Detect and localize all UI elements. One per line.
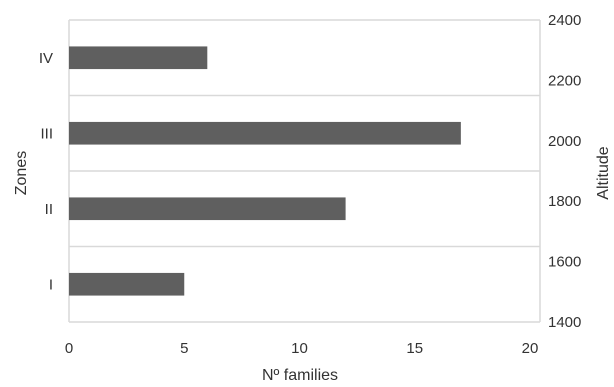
altitude-tick-label: 2400 <box>548 12 581 29</box>
altitude-tick-label: 1600 <box>548 254 581 271</box>
x-tick-label: 5 <box>180 340 188 357</box>
bar-zone-I <box>69 272 185 296</box>
gridlines <box>68 19 541 323</box>
x-tick-label: 0 <box>65 340 73 357</box>
category-tick-label: III <box>40 125 53 142</box>
y-axis-title: Zones <box>13 151 30 195</box>
altitude-tick-label: 1800 <box>548 193 581 210</box>
category-tick-label: II <box>45 201 53 218</box>
x-tick-label: 10 <box>291 340 308 357</box>
x-tick-label: 20 <box>522 340 539 357</box>
altitude-tick-labels: 1400 1600 1800 2000 2200 2400 <box>548 12 581 331</box>
category-tick-label: IV <box>39 50 53 67</box>
altitude-tick-label: 2000 <box>548 133 581 150</box>
bars <box>69 46 461 296</box>
altitude-tick-label: 1400 <box>548 314 581 331</box>
secondary-y-axis-title: Altitude <box>595 146 612 199</box>
altitude-tick-label: 2200 <box>548 72 581 89</box>
x-tick-label: 15 <box>406 340 423 357</box>
bar-zone-IV <box>69 46 208 70</box>
x-tick-labels: 0 5 10 15 20 <box>65 340 539 357</box>
x-axis-title: Nº families <box>262 367 338 384</box>
category-tick-label: I <box>49 276 53 293</box>
bar-zone-III <box>69 121 461 145</box>
bar-zone-II <box>69 197 346 221</box>
